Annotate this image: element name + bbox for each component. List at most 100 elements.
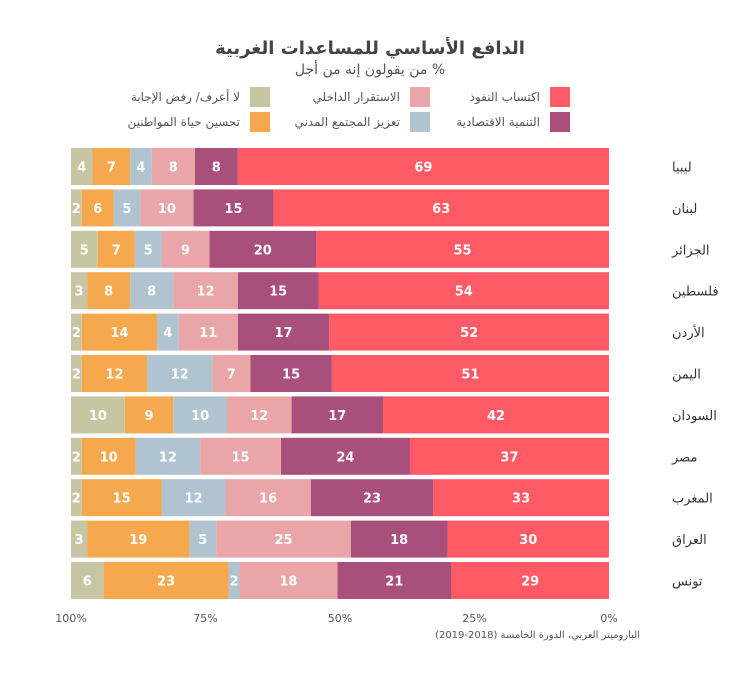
data-label: 4 xyxy=(136,161,145,176)
data-label: 3 xyxy=(75,285,84,300)
data-label: 8 xyxy=(104,285,113,300)
legend-label: اكتساب النفوذ xyxy=(469,90,540,104)
bar-segment xyxy=(250,355,332,392)
data-label: 54 xyxy=(455,285,473,300)
bar-segment xyxy=(71,520,88,558)
legend-swatch xyxy=(410,87,430,107)
bar-segment xyxy=(140,189,194,227)
data-label: 8 xyxy=(212,161,221,176)
data-label: 33 xyxy=(512,492,530,507)
bar-segment xyxy=(216,520,351,558)
data-label: 24 xyxy=(336,450,354,465)
bar-segment xyxy=(189,520,217,558)
bar-segment xyxy=(157,313,179,351)
data-label: 12 xyxy=(196,285,214,300)
data-label: 9 xyxy=(144,409,153,424)
data-label: 12 xyxy=(171,368,189,383)
data-label: 15 xyxy=(269,285,287,300)
legend-item: لا أعرف/ رفض الإجابة xyxy=(131,87,270,107)
chart-subtitle: % من يقولون إنه من أجل xyxy=(294,62,446,78)
category-label: مصر xyxy=(671,450,697,465)
data-label: 9 xyxy=(181,243,190,258)
bar-segment xyxy=(71,313,82,351)
category-label: المغرب xyxy=(672,492,713,507)
bar-segment xyxy=(280,437,410,475)
data-label: 18 xyxy=(279,575,297,590)
data-label: 2 xyxy=(230,575,239,590)
chart-title: الدافع الأساسي للمساعدات الغربية xyxy=(215,38,525,59)
data-label: 7 xyxy=(227,368,236,383)
bar-segment xyxy=(147,355,213,392)
data-label: 12 xyxy=(159,450,177,465)
source-note: الباروميتر العربي، الدورة الخامسة (2018-… xyxy=(435,630,640,641)
data-label: 5 xyxy=(198,533,207,548)
category-label: ليبيا xyxy=(672,161,692,176)
bar-segment xyxy=(291,396,384,434)
data-label: 10 xyxy=(158,202,176,217)
data-label: 10 xyxy=(100,450,118,465)
category-label: اليمن xyxy=(672,368,701,383)
bar-segment xyxy=(227,396,292,434)
data-label: 3 xyxy=(75,533,84,548)
bar-segment xyxy=(318,272,609,310)
data-label: 17 xyxy=(328,409,346,424)
bar-segment xyxy=(161,479,226,517)
data-label: 10 xyxy=(89,409,107,424)
category-label: الجزائر xyxy=(671,243,710,258)
legend-label: لا أعرف/ رفض الإجابة xyxy=(130,90,240,104)
bar-segment xyxy=(71,479,82,517)
bar-segment xyxy=(228,562,240,599)
bar-segment xyxy=(71,437,82,475)
legend-label: تعزيز المجتمع المدني xyxy=(294,115,400,129)
data-label: 5 xyxy=(144,243,153,258)
bar-segment xyxy=(81,189,114,227)
data-label: 55 xyxy=(453,243,471,258)
x-tick-label: 75% xyxy=(193,612,217,625)
data-label: 15 xyxy=(224,202,242,217)
bar-segment xyxy=(113,189,141,227)
legend-swatch xyxy=(250,112,270,132)
data-label: 15 xyxy=(231,450,249,465)
bar-segment xyxy=(225,479,311,517)
bar-segment xyxy=(433,479,609,517)
data-label: 20 xyxy=(254,243,272,258)
bar-segment xyxy=(81,313,158,351)
bar-segment xyxy=(71,148,93,185)
bar-segment xyxy=(173,396,228,434)
legend-swatch xyxy=(250,87,270,107)
category-label: السودان xyxy=(672,409,717,424)
data-label: 7 xyxy=(112,243,121,258)
data-label: 10 xyxy=(191,409,209,424)
bar-segment xyxy=(81,437,136,475)
data-label: 30 xyxy=(519,533,537,548)
bar-segment xyxy=(135,437,201,475)
bar-segment xyxy=(71,230,98,268)
data-label: 2 xyxy=(72,202,81,217)
data-label: 42 xyxy=(487,409,505,424)
bar-segment xyxy=(239,562,338,599)
data-label: 2 xyxy=(72,368,81,383)
bar-segment xyxy=(130,148,152,185)
data-label: 15 xyxy=(282,368,300,383)
category-label: العراق xyxy=(672,533,707,548)
data-label: 51 xyxy=(461,368,479,383)
data-label: 6 xyxy=(83,575,92,590)
bar-segment xyxy=(409,437,609,475)
bar-segment xyxy=(451,562,609,599)
legend-item: تعزيز المجتمع المدني xyxy=(294,112,430,132)
legend-swatch xyxy=(550,87,570,107)
data-label: 29 xyxy=(521,575,539,590)
bar-segment xyxy=(87,520,190,558)
category-label: فلسطين xyxy=(672,285,719,300)
bar-segment xyxy=(350,520,448,558)
data-label: 8 xyxy=(147,285,156,300)
data-label: 69 xyxy=(414,161,432,176)
x-tick-label: 50% xyxy=(328,612,352,625)
bar-segment xyxy=(212,355,251,392)
bar-segment xyxy=(237,272,319,310)
bar-segment xyxy=(103,562,229,599)
data-label: 37 xyxy=(500,450,518,465)
legend-swatch xyxy=(410,112,430,132)
